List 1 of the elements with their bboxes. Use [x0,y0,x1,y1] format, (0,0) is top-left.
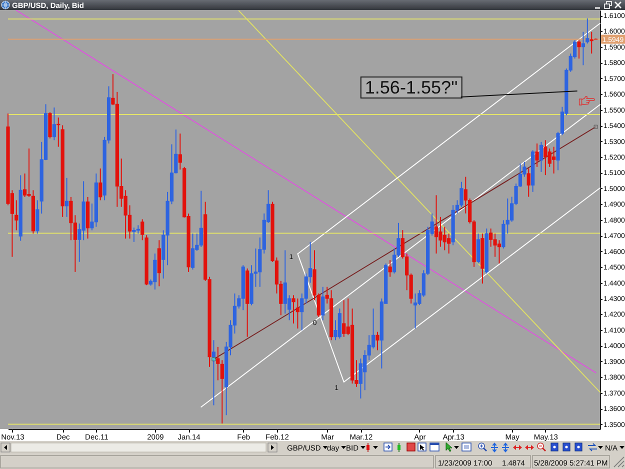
annotation: 1.56-1.55?'' [364,78,458,98]
